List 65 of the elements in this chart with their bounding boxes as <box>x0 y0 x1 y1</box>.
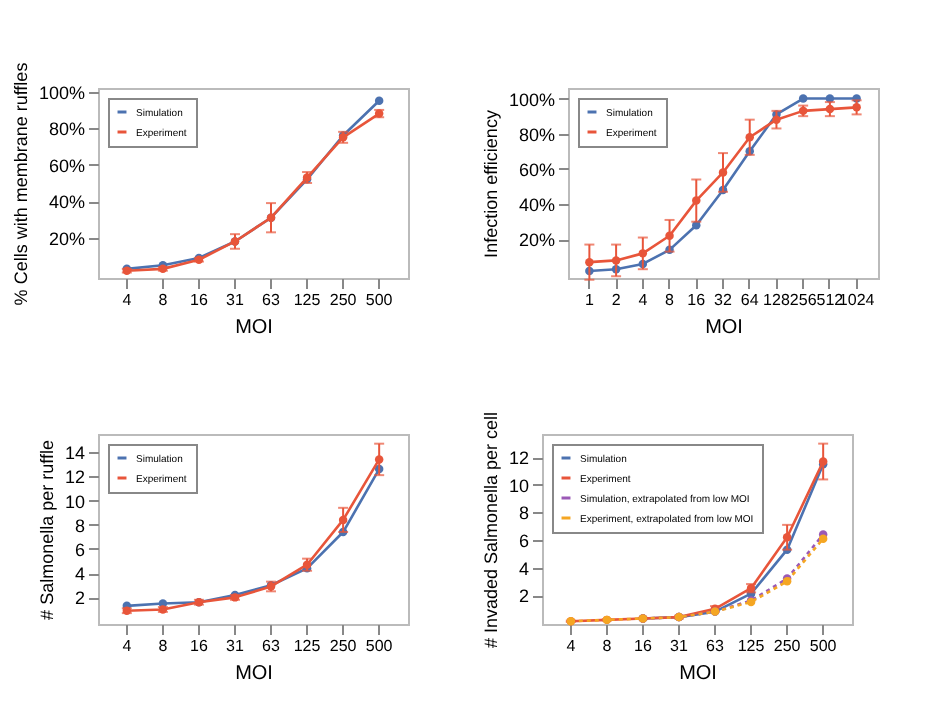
x-tick-label: 8 <box>602 637 613 655</box>
y-axis-title: % Cells with membrane ruffles <box>10 61 31 306</box>
x-tick-label: 500 <box>365 291 394 309</box>
y-tick-label: 80% <box>518 124 555 145</box>
y-tick-label: 2 <box>74 588 85 609</box>
y-tick-label: 100% <box>508 89 555 110</box>
x-tick-label: 1 <box>584 291 595 309</box>
y-tick-label: 6 <box>74 539 85 560</box>
x-tick-label: 63 <box>262 291 282 309</box>
x-tick-label: 256 <box>789 291 818 309</box>
x-tick-label: 63 <box>262 637 282 655</box>
x-tick-label: 16 <box>190 291 209 309</box>
y-tick-label: 8 <box>74 515 85 536</box>
y-tick-label: 12 <box>508 448 529 469</box>
y-tick-label: 20% <box>518 230 555 251</box>
y-tick-label: 60% <box>48 155 85 176</box>
y-axis-title: # Invaded Salmonella per cell <box>480 411 501 649</box>
x-tick-label: 125 <box>293 637 322 655</box>
x-axis-title: MOI <box>235 663 273 685</box>
x-tick-label: 4 <box>122 637 133 655</box>
y-tick-label: 100% <box>38 82 85 103</box>
x-tick-label: 4 <box>122 291 133 309</box>
x-tick-label: 125 <box>293 291 322 309</box>
x-tick-label: 250 <box>773 637 802 655</box>
x-tick-label: 1024 <box>838 291 876 309</box>
y-axis-title: # Salmonella per ruffle <box>36 440 57 620</box>
y-tick-label: 10 <box>64 491 85 512</box>
y-tick-label: 8 <box>518 503 529 524</box>
x-tick-label: 125 <box>737 637 766 655</box>
x-tick-label: 63 <box>706 637 726 655</box>
y-tick-label: 14 <box>64 443 85 464</box>
x-tick-label: 500 <box>365 637 394 655</box>
y-tick-label: 40% <box>518 195 555 216</box>
x-tick-label: 250 <box>329 291 358 309</box>
x-tick-label: 31 <box>226 291 245 309</box>
x-tick-label: 2 <box>611 291 622 309</box>
x-tick-label: 4 <box>566 637 577 655</box>
x-tick-label: 16 <box>190 637 209 655</box>
y-tick-label: 6 <box>518 531 529 552</box>
y-tick-label: 2 <box>518 586 529 607</box>
x-tick-label: 4 <box>638 291 649 309</box>
x-tick-label: 8 <box>665 291 676 309</box>
x-tick-label: 16 <box>634 637 653 655</box>
x-tick-label: 31 <box>226 637 245 655</box>
y-tick-label: 4 <box>74 564 85 585</box>
y-tick-label: 20% <box>48 228 85 249</box>
x-tick-label: 8 <box>158 637 169 655</box>
x-tick-label: 64 <box>740 291 760 309</box>
x-tick-label: 31 <box>670 637 689 655</box>
y-tick-label: 10 <box>508 475 529 496</box>
y-tick-label: 60% <box>518 159 555 180</box>
x-tick-label: 32 <box>714 291 733 309</box>
y-tick-label: 80% <box>48 119 85 140</box>
x-tick-label: 8 <box>158 291 169 309</box>
x-tick-label: 250 <box>329 637 358 655</box>
x-axis-title: MOI <box>679 663 717 685</box>
x-tick-label: 128 <box>763 291 791 309</box>
y-axis-title: Infection efficiency <box>480 109 501 258</box>
y-tick-label: 40% <box>48 192 85 213</box>
x-axis-title: MOI <box>235 317 273 339</box>
x-axis-title: MOI <box>705 317 743 339</box>
x-tick-label: 16 <box>687 291 707 309</box>
y-tick-label: 4 <box>518 558 529 579</box>
x-tick-label: 500 <box>809 637 838 655</box>
y-tick-label: 12 <box>64 467 85 488</box>
